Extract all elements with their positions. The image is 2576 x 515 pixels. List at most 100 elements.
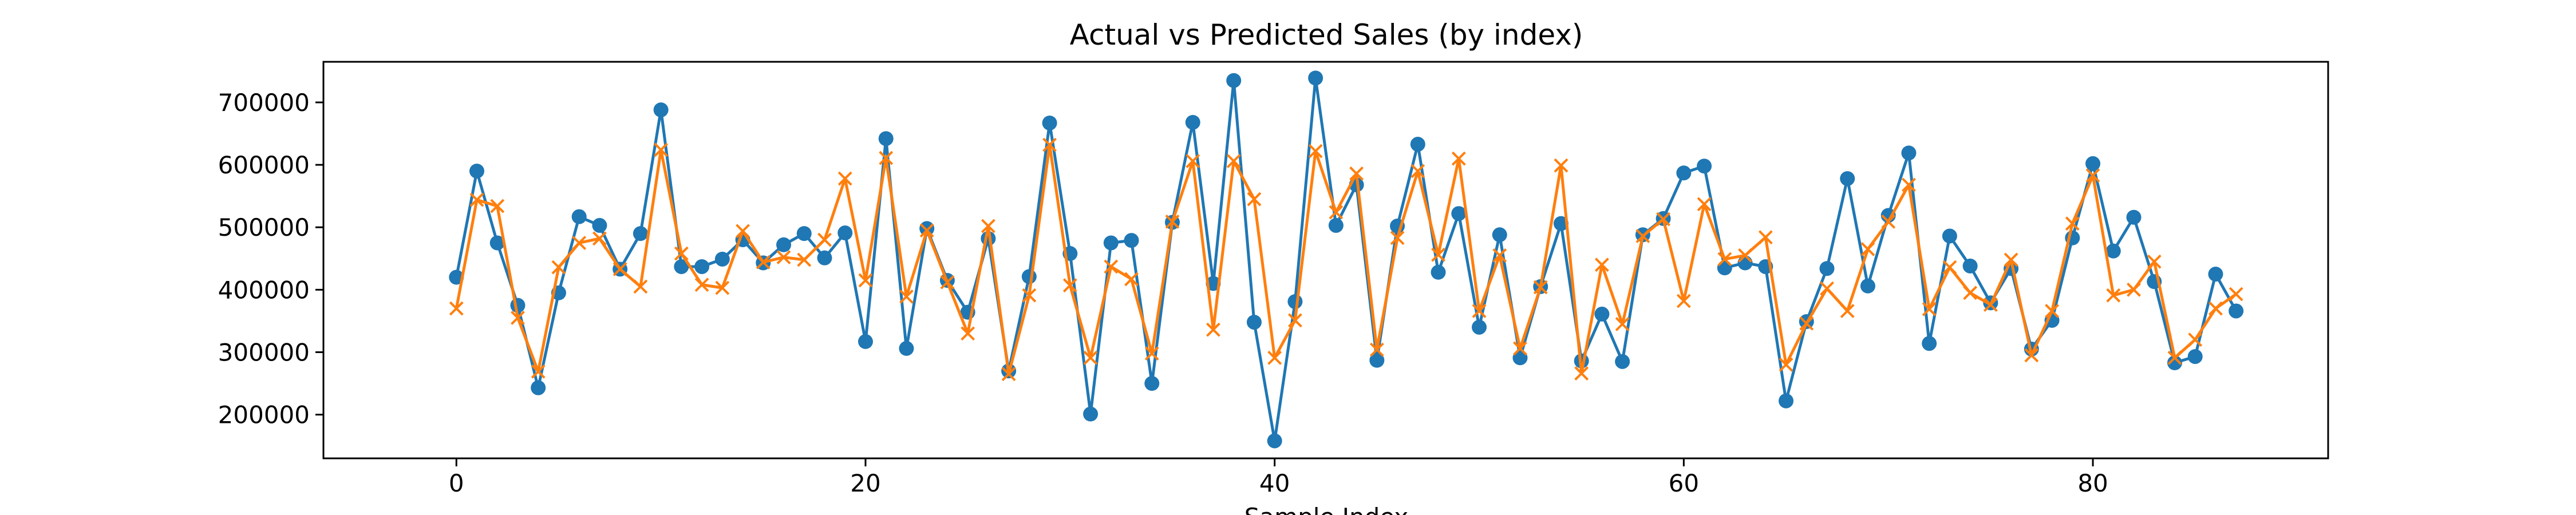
data-point (1472, 304, 1487, 318)
data-point (1942, 228, 1957, 244)
data-point (1615, 354, 1630, 369)
data-point (1513, 341, 1527, 356)
data-point (2167, 355, 2182, 371)
data-point (1186, 154, 1200, 168)
data-point (633, 279, 648, 294)
data-point (1369, 352, 1385, 368)
x-axis: 0 20 40 60 80 (449, 458, 2108, 497)
data-point (1922, 336, 1937, 351)
data-point (1328, 217, 1344, 233)
x-tick-label: 80 (2077, 469, 2108, 497)
data-point (1022, 288, 1037, 303)
data-point (1104, 259, 1119, 274)
data-point (817, 250, 832, 266)
data-point (2105, 243, 2121, 259)
data-point (653, 102, 669, 118)
data-point (592, 231, 607, 246)
chart-title: Actual vs Predicted Sales (by index) (1070, 18, 1583, 52)
data-point (1308, 70, 1323, 86)
data-point (1410, 137, 1425, 152)
data-point (714, 251, 730, 267)
data-point (1594, 306, 1610, 322)
plot-frame (322, 61, 2329, 459)
data-point (1983, 298, 1998, 312)
data-point (837, 225, 853, 241)
data-point (837, 171, 852, 186)
data-point (2127, 282, 2141, 297)
data-point (2085, 168, 2100, 183)
data-point (1595, 258, 1609, 272)
data-point (1226, 154, 1241, 168)
data-point (1962, 258, 1978, 274)
data-point (858, 334, 873, 349)
data-point (2106, 288, 2121, 303)
data-point (449, 301, 464, 316)
data-point (2229, 287, 2243, 302)
y-tick-label: 500000 (218, 213, 310, 241)
data-point (1124, 233, 1139, 248)
data-point (1860, 278, 1875, 294)
data-point (1451, 206, 1467, 221)
data-point (1287, 294, 1303, 310)
data-point (1144, 346, 1159, 361)
x-tick-label: 60 (1669, 469, 1699, 497)
data-point (1779, 393, 1794, 409)
data-point (879, 150, 894, 165)
data-point (551, 260, 566, 275)
data-point (1226, 73, 1242, 88)
data-point (878, 131, 894, 146)
data-point (2065, 216, 2080, 231)
x-tick-label: 40 (1259, 469, 1290, 497)
data-point (1553, 216, 1568, 231)
data-point (694, 259, 710, 274)
data-point (1820, 281, 1834, 296)
data-point (1758, 230, 1773, 245)
data-point (736, 224, 750, 239)
data-point (1083, 350, 1098, 365)
data-point (776, 250, 791, 265)
data-point (1860, 241, 1875, 256)
data-point (796, 226, 812, 241)
data-point (1042, 115, 1057, 130)
data-point (2085, 156, 2101, 171)
data-point (1390, 231, 1405, 245)
data-point (1431, 264, 1446, 280)
data-point (1021, 269, 1037, 284)
data-point (2126, 209, 2142, 225)
data-point (899, 340, 914, 356)
data-point (1881, 214, 1896, 229)
data-point (2188, 332, 2203, 347)
data-point (1103, 235, 1119, 251)
data-point (1656, 212, 1671, 227)
data-point (2208, 267, 2223, 282)
data-point (1676, 165, 1692, 181)
data-point (1144, 376, 1160, 391)
data-point (756, 255, 771, 270)
data-point (694, 278, 709, 292)
data-point (1185, 114, 1200, 130)
x-tick-label: 20 (850, 469, 880, 497)
data-point (1554, 158, 1568, 173)
data-point (1451, 151, 1466, 166)
data-point (571, 209, 587, 224)
data-point (1492, 227, 1507, 243)
data-point (1635, 229, 1650, 243)
series-1 (449, 70, 2244, 449)
data-point (1533, 280, 1548, 295)
data-point (981, 219, 995, 233)
data-point (449, 270, 464, 285)
data-point (1738, 248, 1752, 263)
data-point (654, 142, 669, 157)
data-point (1799, 316, 1814, 331)
data-point (715, 280, 730, 295)
data-point (797, 252, 812, 267)
data-point (633, 226, 648, 241)
y-axis: 200000 300000 400000 500000 600000 700000 (218, 89, 323, 429)
data-point (1472, 319, 1487, 335)
data-point (572, 236, 587, 250)
data-point (1697, 159, 1712, 174)
data-point (1308, 144, 1323, 159)
series-2 (449, 137, 2243, 382)
data-point (2208, 301, 2223, 316)
